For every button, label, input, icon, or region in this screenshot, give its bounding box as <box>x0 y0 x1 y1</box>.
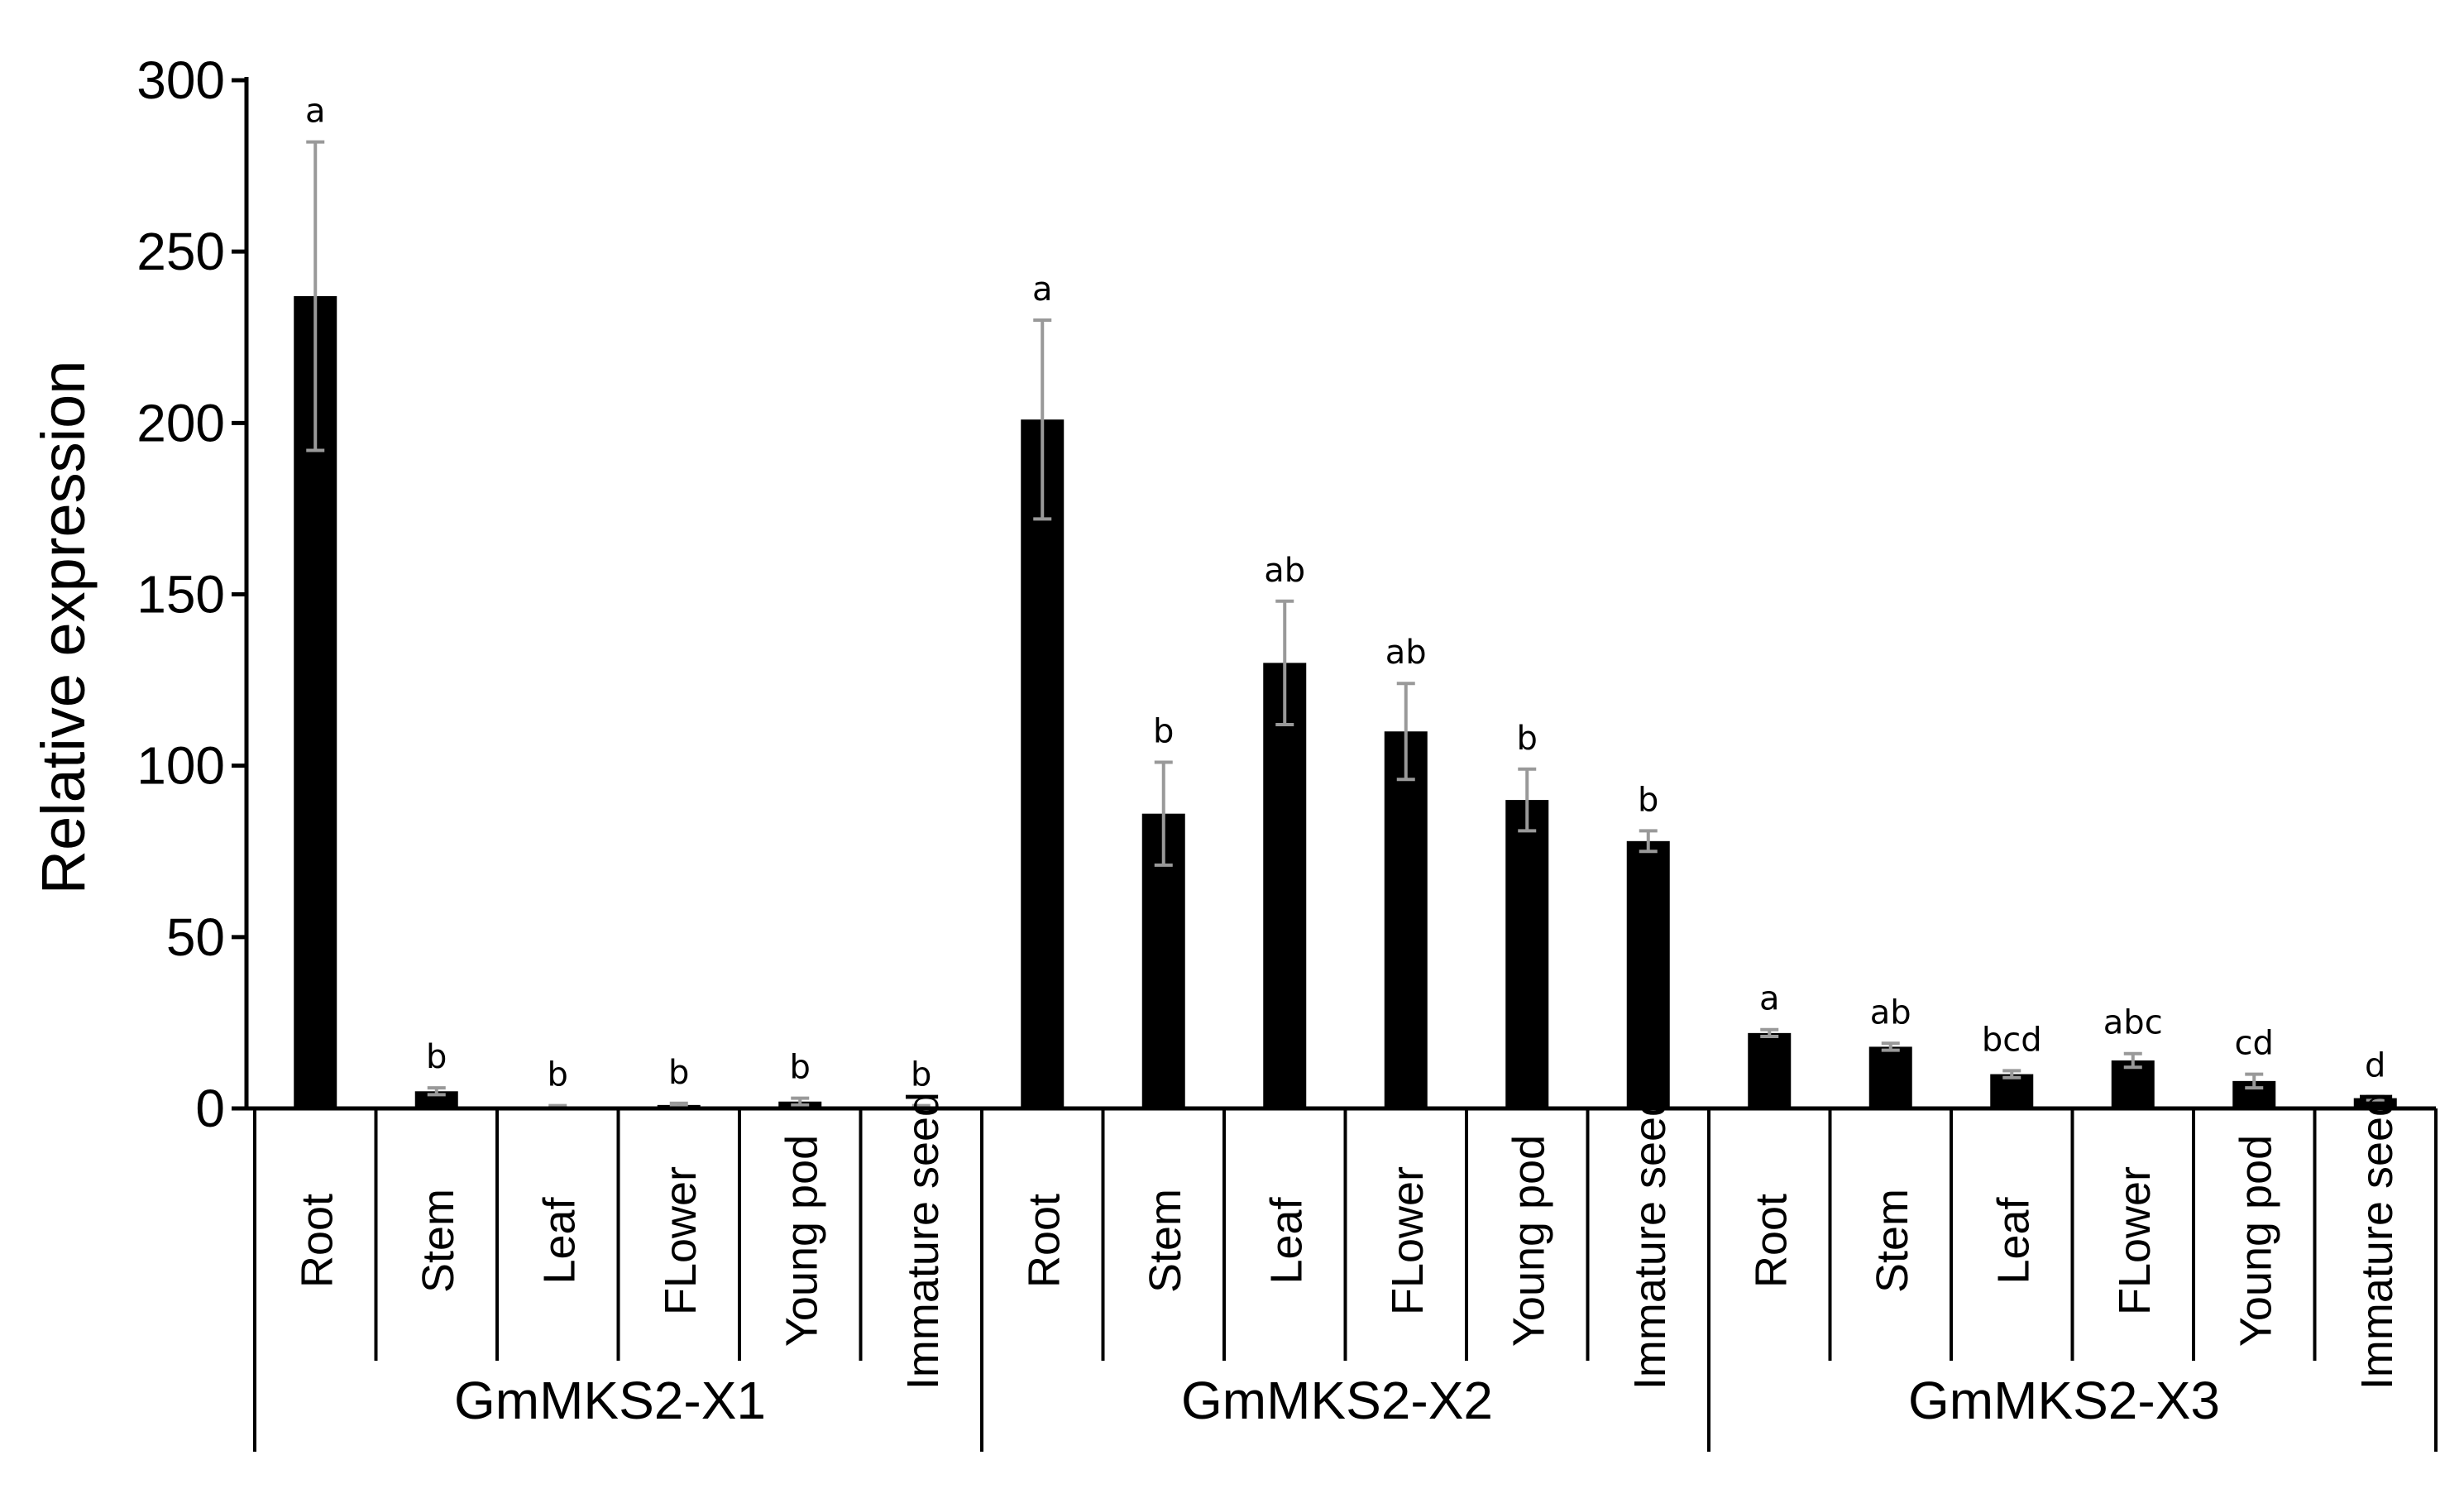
category-label: Young pod <box>777 1135 826 1347</box>
y-axis: 0 50 100 150 200 250 300 <box>136 50 249 1138</box>
category-label: Stem <box>1141 1189 1190 1293</box>
significance-letter: b <box>1153 713 1174 751</box>
bar <box>1384 731 1428 1108</box>
category-label: Immature seed <box>2352 1092 2402 1390</box>
bar <box>1626 840 1670 1108</box>
significance-letter: bcd <box>1982 1021 2042 1059</box>
category-label: Immature seed <box>1625 1092 1675 1390</box>
y-axis-title: Relative expression <box>29 361 98 895</box>
x-axis: GmMKS2-X1 Root Stem Leaf FLower Young pod Imma… <box>246 1092 2438 1452</box>
significance-letter: b <box>1517 720 1538 758</box>
category-label: Stem <box>1868 1189 1917 1293</box>
category-label: Root <box>292 1194 342 1288</box>
y-tick-label: 300 <box>136 50 225 110</box>
significance-letter: ab <box>1385 634 1427 672</box>
group-label: GmMKS2-X1 <box>454 1371 766 1430</box>
y-tick-label: 0 <box>195 1079 225 1138</box>
bar <box>1748 1032 1792 1108</box>
significance-letter: b <box>668 1054 689 1092</box>
y-tick-label: 200 <box>136 393 225 452</box>
significance-letter: ab <box>1870 993 1911 1032</box>
category-label: FLower <box>1383 1166 1433 1315</box>
group-label: GmMKS2-X3 <box>1908 1371 2220 1430</box>
bar <box>1263 663 1307 1108</box>
bar <box>414 1091 458 1108</box>
bar <box>1868 1046 1912 1108</box>
category-label: Young pod <box>1504 1135 1553 1347</box>
y-tick-label: 100 <box>136 736 225 796</box>
significance-letter: b <box>426 1038 447 1076</box>
significance-letter: b <box>1638 781 1658 819</box>
significance-letter: d <box>2365 1046 2385 1084</box>
group-label: GmMKS2-X2 <box>1181 1371 1493 1430</box>
significance-letter: a <box>1759 980 1780 1018</box>
significance-letter: b <box>548 1056 568 1094</box>
category-label: Young pod <box>2231 1135 2280 1347</box>
category-label: Leaf <box>534 1196 584 1284</box>
y-tick-label: 250 <box>136 222 225 281</box>
significance-letter: a <box>305 93 326 131</box>
category-label: Root <box>1746 1194 1796 1288</box>
category-label: Leaf <box>1988 1196 2038 1284</box>
significance-letter: b <box>790 1049 811 1087</box>
y-tick-label: 150 <box>136 565 225 625</box>
significance-letter: a <box>1032 270 1053 309</box>
category-label: Immature seed <box>898 1092 948 1390</box>
category-label: FLower <box>656 1166 706 1315</box>
significance-letter: cd <box>2235 1025 2274 1063</box>
bar <box>1505 800 1549 1108</box>
category-label: FLower <box>2110 1166 2160 1315</box>
significance-letter: ab <box>1264 552 1305 590</box>
significance-letter: b <box>911 1056 931 1094</box>
category-label: Root <box>1019 1194 1069 1288</box>
bar <box>1990 1074 2034 1108</box>
bar <box>1021 419 1065 1108</box>
bar <box>2353 1098 2397 1108</box>
category-label: Stem <box>414 1189 463 1293</box>
category-label: Leaf <box>1261 1196 1311 1284</box>
significance-letter: abc <box>2103 1004 2163 1042</box>
y-tick-label: 50 <box>166 907 225 967</box>
